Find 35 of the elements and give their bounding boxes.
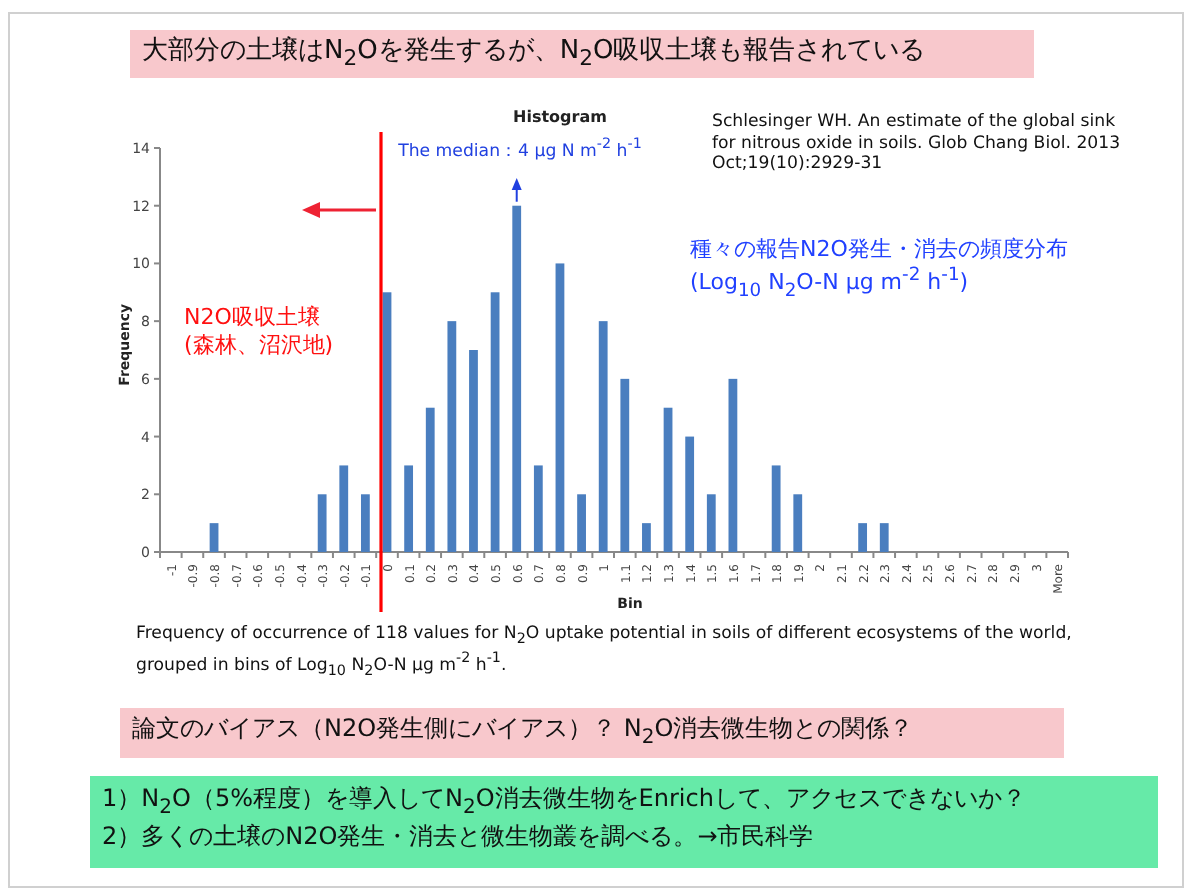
bar — [425, 407, 435, 552]
bar — [793, 494, 803, 552]
annotation: Frequency of occurrence of 118 values for N$_{2}$O uptake potential in soils of different ecosystems of the world, grouped in bins of Log$_{10}$ N$_{2}$O-N μg m$^{-2}$ h$^{-1}$. — [136, 624, 1074, 681]
bar — [447, 321, 457, 552]
bar — [685, 436, 695, 552]
bar — [706, 494, 716, 552]
annotation: 論文のバイアス（N2O発生側にバイアス）？ N$_{2}$O消去微生物との関係？ — [120, 708, 1064, 758]
bar — [533, 465, 543, 552]
annotation: Schlesinger WH. An estimate of the global sink for nitrous oxide in soils. Glob Chang Biol. 2013 Oct;19(10):2929-31 — [712, 112, 1122, 177]
bar — [339, 465, 349, 552]
bar — [512, 205, 522, 552]
bar — [360, 494, 370, 552]
annotation: 1）N$_{2}$O（5%程度）を導入してN$_{2}$O消去微生物をEnrichして、アクセスできないか？ — [90, 776, 1158, 822]
annotation: 2）多くの土壌のN2O発生・消去と微生物叢を調べる。→市民科学 — [90, 822, 1158, 868]
bar — [598, 321, 608, 552]
subtitle: Histogram — [511, 108, 609, 128]
annotation: The median：4 μg N m$^{-2}$ h$^{-1}$ — [396, 136, 644, 164]
bar — [879, 523, 889, 552]
bar — [209, 523, 219, 552]
title: 大部分の土壌はN$_{2}$Oを発生するが、N$_{2}$O吸収土壌も報告されている — [130, 30, 1034, 79]
bar — [490, 292, 500, 552]
bar — [469, 350, 478, 552]
bar — [663, 407, 673, 552]
bar — [728, 378, 738, 552]
bar — [577, 494, 586, 552]
bar — [555, 263, 565, 552]
annotation: N2O吸収土壌(森林、沼沢地) — [184, 304, 336, 359]
bar — [382, 292, 392, 552]
bar — [858, 523, 868, 552]
bar — [642, 523, 651, 552]
bar — [620, 378, 630, 552]
bar — [404, 465, 414, 552]
bar — [317, 494, 327, 552]
annotation: 種々の報告N2O発生・消去の頻度分布(Log$_{10}$ N$_{2}$O-N μg m$^{-2}$ h$^{-1}$) — [690, 236, 1070, 303]
bar — [771, 465, 781, 552]
